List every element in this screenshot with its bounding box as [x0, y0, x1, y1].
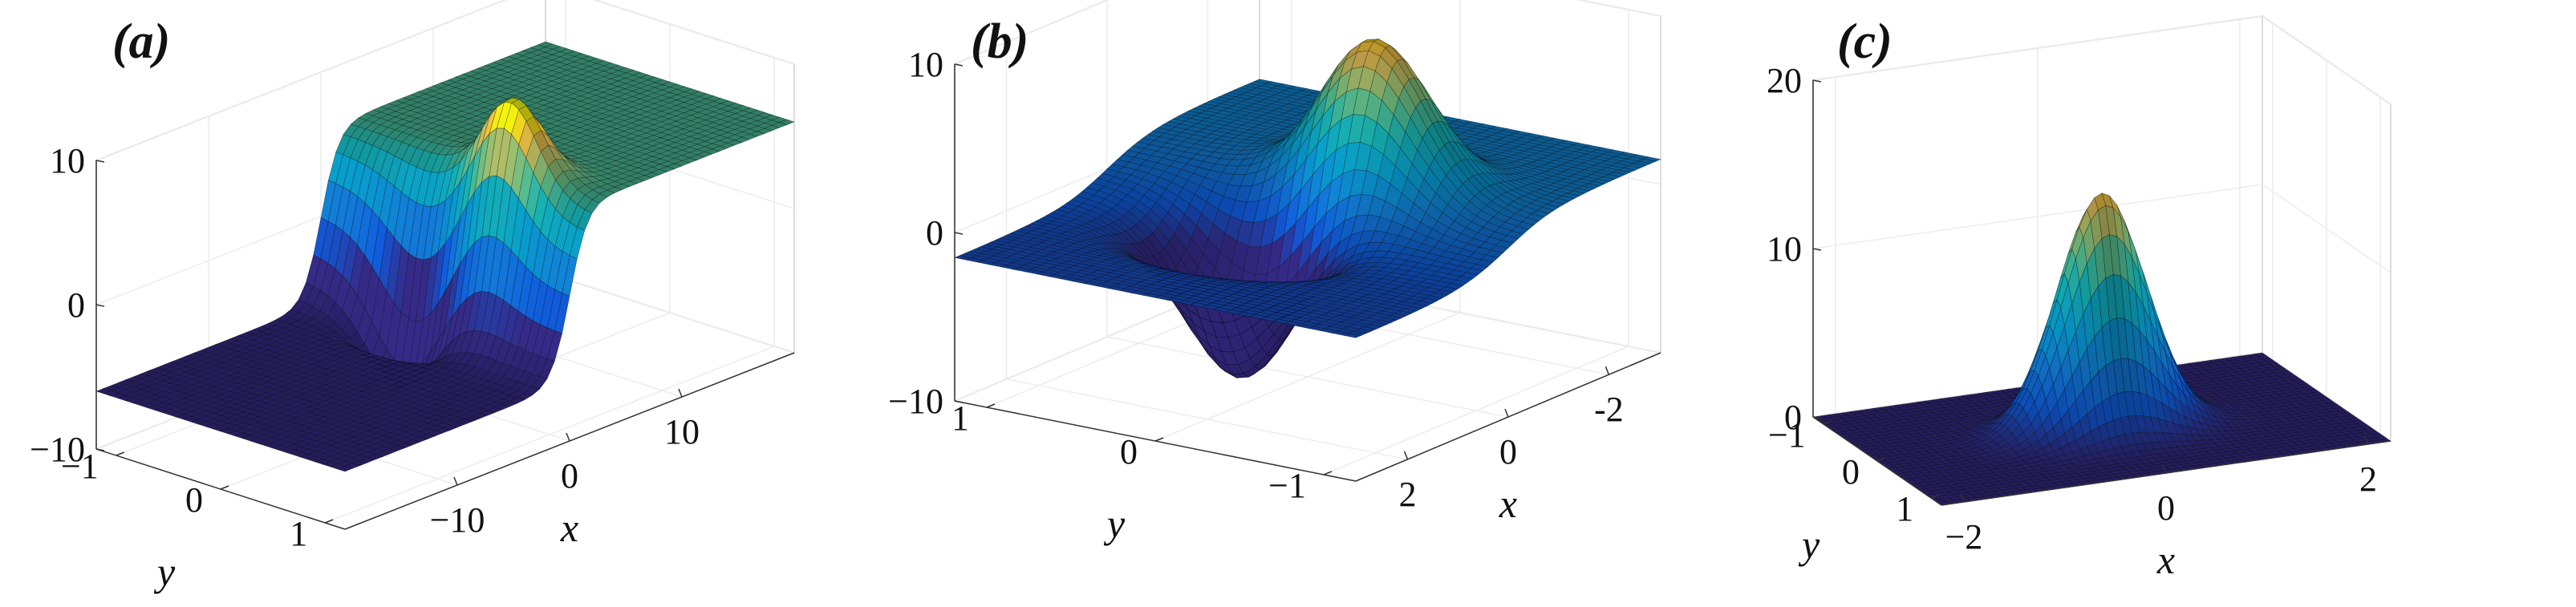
z-tick-label: −10 [30, 430, 85, 469]
y-tick-label: 1 [951, 399, 969, 438]
x-tick-label: 0 [2157, 488, 2175, 528]
y-tick-label: 0 [1842, 452, 1860, 492]
x-tick-label: −10 [430, 500, 485, 540]
x-tick-label: 10 [664, 412, 700, 451]
x-tick-label: 0 [1499, 432, 1517, 471]
surface-mesh [954, 38, 1661, 378]
y-tick-label: −1 [1268, 466, 1306, 505]
z-tick-label: 10 [1767, 229, 1802, 269]
y-tick-label: −1 [61, 447, 99, 486]
x-tick-label: −2 [1945, 517, 1983, 556]
y-tick-label: 1 [290, 514, 307, 553]
z-tick-label: 0 [67, 285, 85, 325]
panel-a: −10 0 10 −1 0 1 −10 0 10 y x (a) [0, 0, 834, 607]
z-tick-label: 0 [1784, 398, 1802, 437]
panel-label: (a) [112, 14, 170, 69]
x-axis-label: x [1499, 481, 1517, 526]
y-tick-label: −1 [1768, 415, 1806, 455]
y-tick-label: 1 [1896, 489, 1913, 528]
y-tick-label: 0 [185, 480, 203, 520]
panel-label: (c) [1837, 14, 1892, 69]
x-axis-label: x [560, 505, 578, 550]
z-tick-label: 0 [926, 213, 943, 253]
surface-mesh [95, 41, 795, 472]
x-tick-label: 2 [1399, 475, 1417, 514]
x-tick-label: 0 [561, 456, 578, 496]
x-tick-label: 2 [2359, 459, 2377, 499]
z-tick-label: 10 [908, 45, 943, 84]
surface-mesh [1812, 192, 2391, 506]
panel-label: (b) [971, 14, 1028, 69]
z-tick-label: 20 [1767, 61, 1802, 100]
y-axis-label: y [153, 549, 176, 594]
z-tick-label: 10 [50, 141, 85, 180]
panel-b: −10 0 10 1 0 −1 2 0 -2 y x (b) [858, 0, 1693, 607]
x-tick-label: -2 [1594, 390, 1624, 429]
y-axis-label: y [1798, 522, 1820, 567]
y-tick-label: 0 [1120, 432, 1138, 471]
x-axis-label: x [2156, 537, 2175, 582]
panel-c: 0 10 20 −1 0 1 −2 0 2 y x (c) [1725, 0, 2576, 607]
y-axis-label: y [1103, 501, 1126, 546]
z-tick-label: −10 [888, 382, 943, 421]
